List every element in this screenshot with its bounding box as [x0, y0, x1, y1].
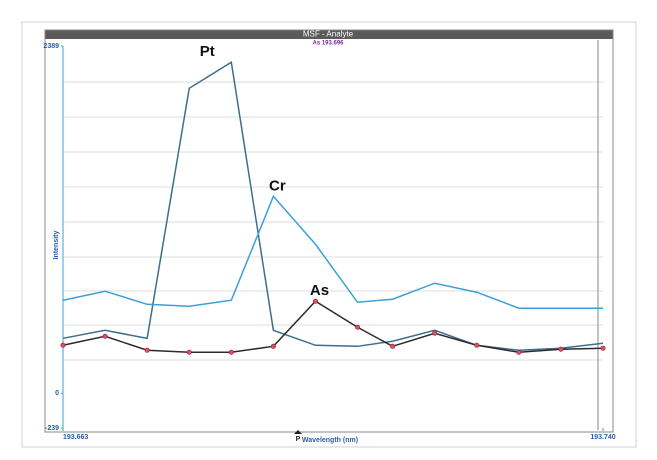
marker-arrow: [294, 430, 302, 434]
series-line: [62, 194, 603, 309]
y-axis-label: Intensity: [53, 231, 60, 260]
y-tick-label: 2389: [43, 43, 59, 50]
x-axis-label: Wavelength (nm): [302, 437, 358, 444]
x-tick-label: 193.663: [63, 434, 88, 441]
data-point: [228, 349, 234, 355]
data-point: [144, 347, 150, 353]
y-tick-label: 0: [55, 390, 59, 397]
grid: [63, 81, 603, 361]
data-point: [355, 324, 361, 330]
data-point: [312, 298, 318, 304]
series-label: Pt: [200, 43, 215, 60]
plot-frame: [44, 29, 614, 433]
x-tick-label: 193.740: [590, 434, 615, 441]
data-point: [516, 349, 522, 355]
series-line: [62, 61, 604, 351]
series-line: [62, 300, 604, 354]
data-point: [102, 333, 108, 339]
data-point: [60, 342, 66, 348]
chart-title: MSF - Analyte: [303, 30, 354, 39]
series-label: As: [310, 282, 329, 299]
chart-subtitle: As 193.696: [312, 41, 344, 47]
data-point: [432, 330, 438, 336]
data-point: [558, 346, 564, 352]
y-tick-label: -239: [45, 425, 59, 432]
marker-label: P: [296, 436, 301, 443]
title-bar: [45, 30, 613, 39]
data-point: [474, 342, 480, 348]
data-point: [390, 343, 396, 349]
data-point: [186, 349, 192, 355]
data-point: [270, 343, 276, 349]
series-label: Cr: [269, 177, 286, 194]
frame: [21, 21, 637, 448]
data-point: [600, 345, 606, 351]
